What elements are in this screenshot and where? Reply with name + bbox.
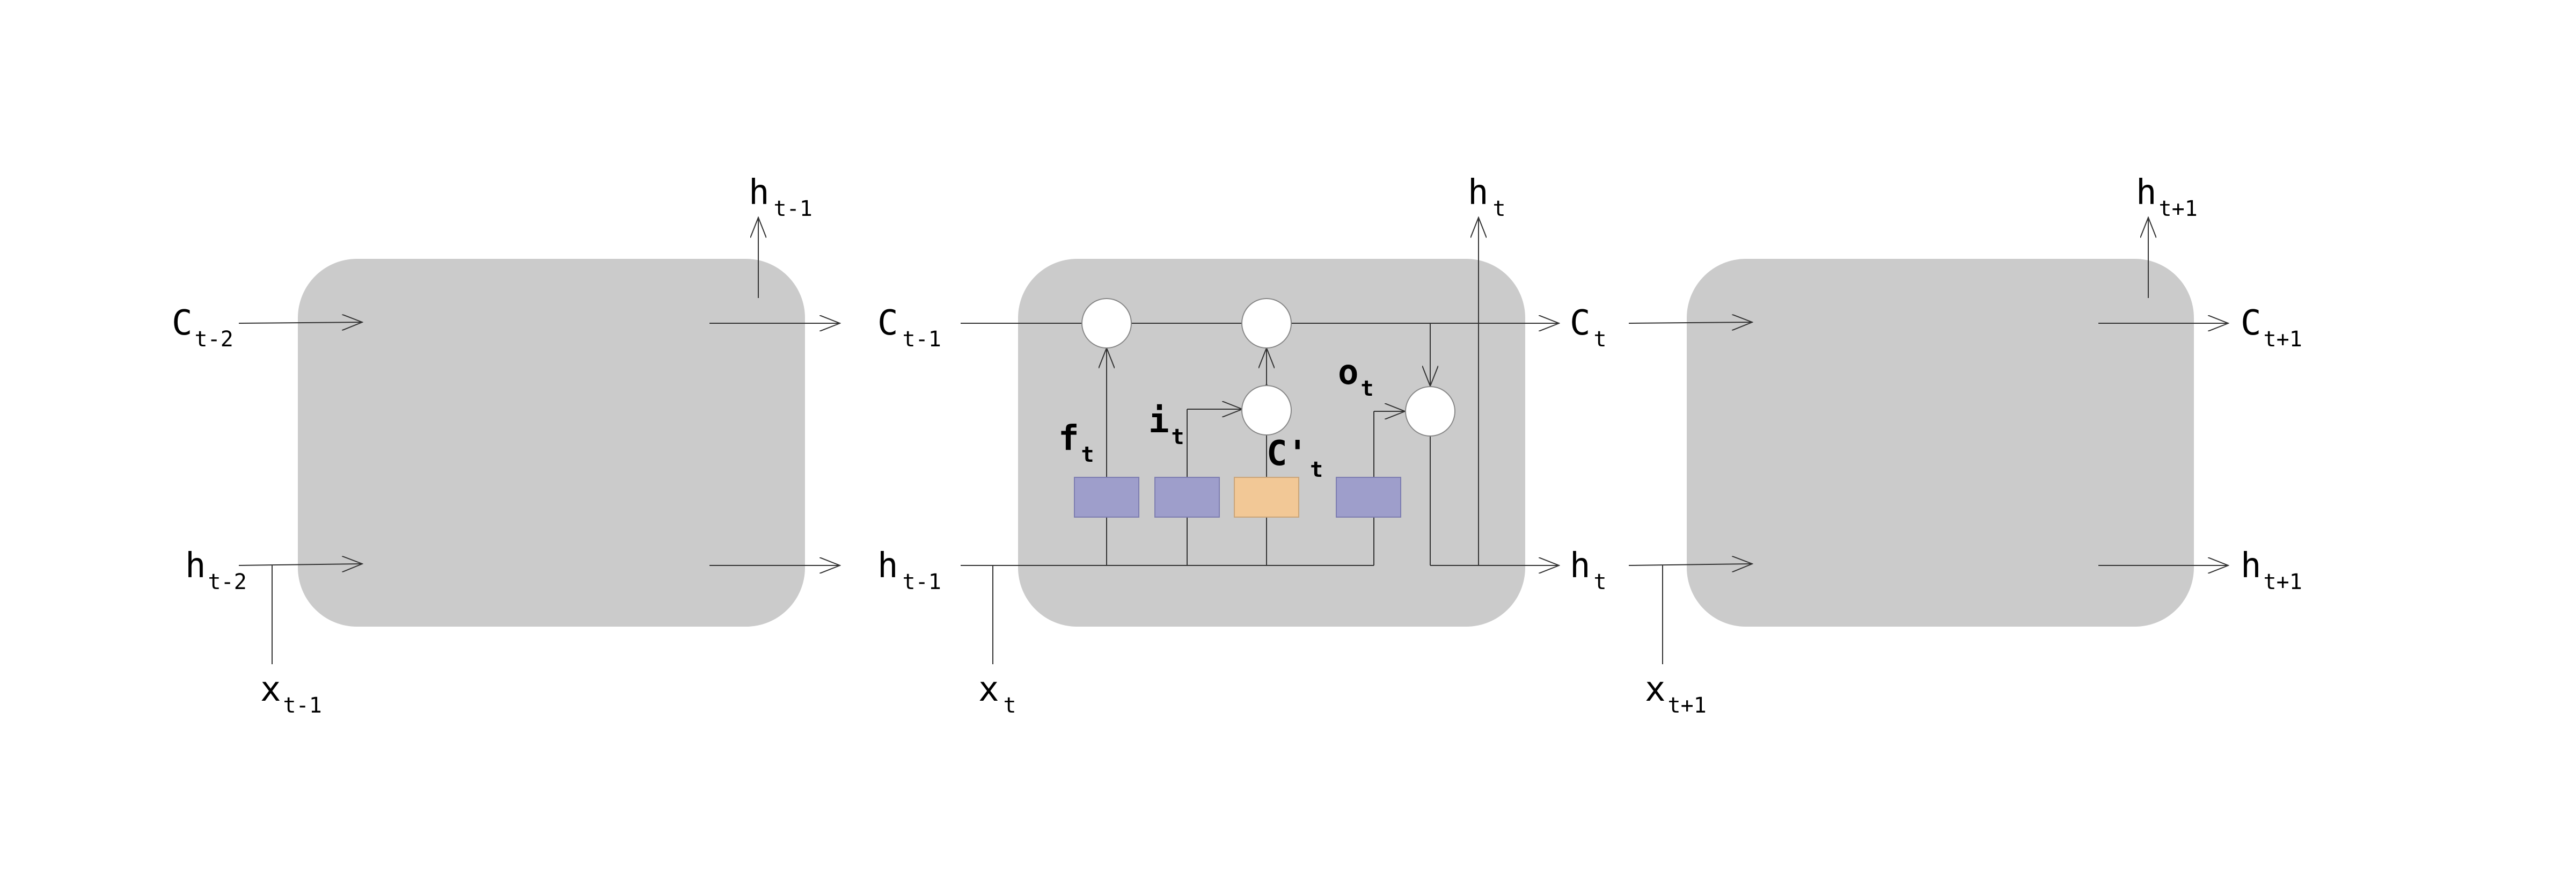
- forget-multiply-operator: [1081, 298, 1132, 348]
- add-operator: [1241, 298, 1292, 348]
- output-gate-box: [1336, 477, 1401, 518]
- label-left-x-in: x t-1: [260, 670, 322, 718]
- label-left-h-in: h t-2: [185, 546, 247, 594]
- forget-gate-box: [1074, 477, 1139, 518]
- candidate-box: [1234, 477, 1299, 518]
- lstm-cell-left: [298, 259, 805, 627]
- label-right-h-right: h t+1: [2241, 546, 2302, 594]
- label-mid-h-in: h t-1: [877, 546, 941, 594]
- lstm-cell-middle: [1018, 259, 1525, 627]
- label-right-h-out: h t+1: [2136, 173, 2198, 221]
- label-candidate: C' t: [1267, 434, 1323, 482]
- output-multiply-operator: [1405, 386, 1455, 437]
- label-left-h-out: h t-1: [749, 173, 813, 221]
- label-right-x-in: x t+1: [1645, 670, 1707, 718]
- input-multiply-operator: [1241, 385, 1292, 435]
- right-cell-state-in-arrow: [1628, 322, 1752, 323]
- input-gate-box: [1154, 477, 1220, 518]
- left-hidden-in-arrow: [238, 564, 362, 565]
- lstm-cell-right: [1687, 259, 2194, 627]
- right-hidden-in-arrow: [1628, 564, 1752, 565]
- left-cell-state-in-arrow: [238, 322, 362, 323]
